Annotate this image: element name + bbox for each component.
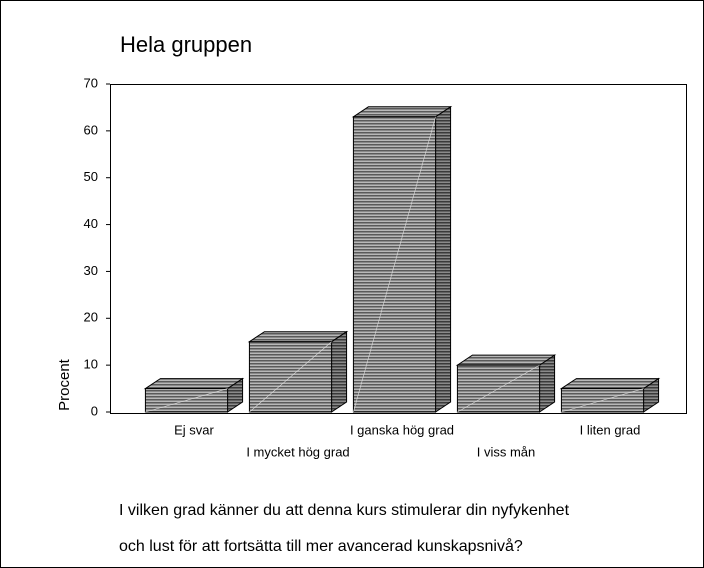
bar-side xyxy=(435,105,452,413)
caption-line: och lust för att fortsätta till mer avan… xyxy=(119,537,523,555)
y-axis-label: Procent xyxy=(56,358,73,411)
bar-top xyxy=(559,378,661,390)
bar xyxy=(455,354,557,413)
x-tick-label: Ej svar xyxy=(174,422,214,437)
y-tick-label: 0 xyxy=(91,403,98,418)
y-tick-label: 60 xyxy=(84,122,98,137)
bar xyxy=(143,377,245,413)
bar xyxy=(247,330,349,413)
x-tick-label: I ganska hög grad xyxy=(350,422,454,437)
bar-top xyxy=(247,331,349,343)
y-tick-label: 40 xyxy=(84,216,98,231)
bar xyxy=(351,105,453,413)
bar-sheen xyxy=(561,388,644,413)
bar-sheen xyxy=(249,341,332,413)
bar-sheen xyxy=(145,388,228,413)
chart-title: Hela gruppen xyxy=(120,32,252,57)
bar-side xyxy=(331,330,348,413)
bar-sheen xyxy=(457,364,540,413)
x-tick-label: I viss mån xyxy=(477,444,536,459)
x-tick-label: I mycket hög grad xyxy=(246,444,349,459)
y-tick-label: 20 xyxy=(84,310,98,325)
bar xyxy=(559,377,661,413)
y-tick-label: 70 xyxy=(84,75,98,90)
bar-top xyxy=(351,106,453,118)
x-tick-label: I liten grad xyxy=(580,422,641,437)
y-tick-label: 50 xyxy=(84,169,98,184)
bar-sheen xyxy=(353,116,436,413)
bar-top xyxy=(455,354,557,366)
caption-line: I vilken grad känner du att denna kurs s… xyxy=(119,502,570,519)
y-tick-label: 10 xyxy=(84,357,98,372)
bar-top xyxy=(143,378,245,390)
y-tick-label: 30 xyxy=(84,263,98,278)
